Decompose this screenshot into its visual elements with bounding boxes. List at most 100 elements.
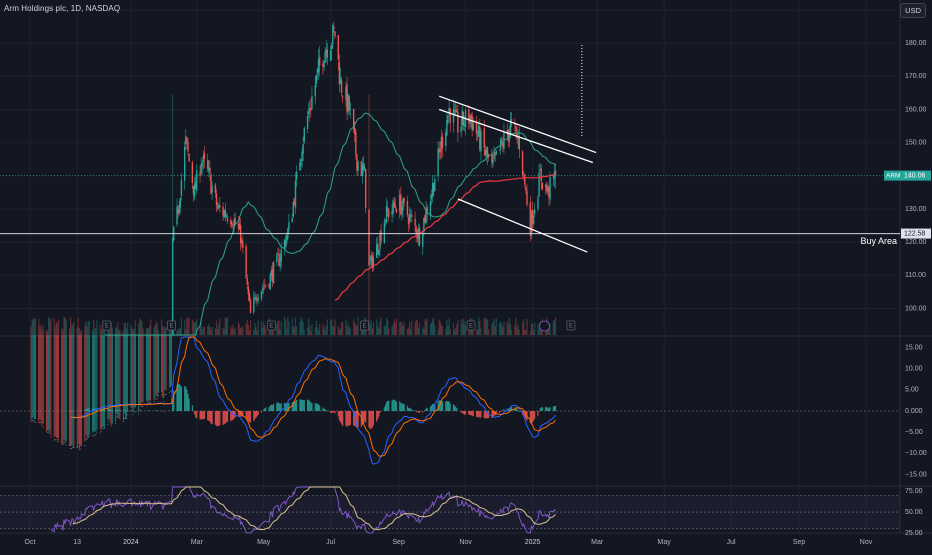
volume-bar	[277, 321, 278, 335]
macd-hist-bar	[158, 410, 159, 411]
volume-bar	[408, 328, 409, 335]
volume-bar	[322, 324, 323, 335]
candle-body	[319, 57, 320, 66]
volume-bar	[485, 319, 486, 335]
macd-hist-bar	[476, 411, 477, 417]
volume-bar	[32, 320, 33, 335]
candle-body	[95, 434, 96, 435]
macd-hist-bar	[222, 411, 223, 425]
macd-hist-bar	[555, 406, 556, 411]
volume-bar	[46, 330, 47, 335]
macd-hist-bar	[112, 410, 113, 411]
volume-bar	[240, 328, 241, 335]
candle-body	[254, 296, 255, 297]
candle-body	[119, 419, 120, 420]
macd-tick-label: 5.00	[905, 387, 919, 394]
earnings-marker-text: E	[363, 324, 367, 330]
macd-hist-bar	[201, 411, 202, 419]
candle-body	[169, 392, 170, 393]
candle-body	[187, 142, 188, 152]
volume-bar	[478, 317, 479, 335]
macd-hist-bar	[368, 411, 369, 428]
volume-bar	[292, 318, 293, 335]
candle-body	[281, 250, 282, 261]
volume-bar	[340, 328, 341, 335]
volume-bar	[226, 318, 227, 335]
volume-bar	[286, 329, 287, 335]
volume-bar	[331, 320, 332, 335]
macd-hist-bar	[345, 411, 346, 425]
candle-body	[73, 447, 74, 448]
macd-hist-bar	[542, 407, 543, 411]
macd-hist-bar	[533, 411, 534, 421]
macd-hist-bar	[296, 400, 297, 411]
volume-bar	[379, 321, 380, 335]
volume-bar	[316, 321, 317, 335]
candle-body	[250, 300, 251, 313]
macd-hist-bar	[450, 403, 451, 411]
volume-bar	[308, 318, 309, 335]
currency-button[interactable]: USD	[900, 3, 926, 18]
macd-hist-bar	[178, 384, 179, 411]
volume-bar	[235, 327, 236, 335]
volume-bar	[301, 319, 302, 335]
candle-body	[484, 128, 485, 148]
candle-body	[456, 110, 457, 112]
candle-body	[395, 205, 396, 208]
candle-body	[89, 436, 90, 437]
candle-body	[186, 138, 187, 141]
volume-bar	[262, 328, 263, 335]
candle-body	[40, 422, 41, 423]
candle-body	[219, 205, 220, 208]
volume-bar	[203, 327, 204, 335]
candle-body	[181, 180, 182, 196]
candle-body	[515, 127, 516, 132]
volume-bar	[73, 322, 74, 335]
macd-hist-bar	[422, 411, 423, 413]
macd-hist-bar	[409, 408, 410, 411]
volume-bar	[249, 331, 250, 335]
volume-bar	[400, 322, 401, 335]
candle-body	[248, 287, 249, 295]
macd-hist-bar	[346, 411, 347, 427]
volume-bar	[515, 318, 516, 335]
volume-bar	[261, 321, 262, 335]
candle-body	[533, 215, 534, 224]
volume-bar	[49, 319, 50, 335]
volume-bar	[80, 331, 81, 335]
candle-body	[138, 414, 139, 415]
volume-bar	[216, 321, 217, 335]
macd-hist-bar	[309, 401, 310, 411]
macd-hist-bar	[310, 402, 311, 411]
candle-body	[245, 246, 246, 278]
candle-body	[165, 394, 166, 395]
macd-hist-bar	[186, 390, 187, 411]
volume-bar	[501, 324, 502, 335]
volume-bar	[319, 324, 320, 335]
candle-body	[342, 96, 343, 97]
volume-bar	[212, 327, 213, 335]
volume-bar	[416, 320, 417, 335]
volume-bar	[350, 327, 351, 335]
candle-body	[35, 422, 36, 423]
macd-hist-bar	[116, 410, 117, 411]
volume-bar	[385, 326, 386, 335]
volume-bar	[40, 325, 41, 335]
price-tick-label: 180.00	[905, 40, 927, 47]
macd-hist-bar	[276, 403, 277, 411]
volume-bar	[372, 328, 373, 335]
candle-body	[127, 414, 128, 415]
volume-bar	[233, 329, 234, 335]
candle-body	[330, 50, 331, 60]
volume-bar	[88, 321, 89, 335]
candle-body	[117, 417, 118, 418]
volume-bar	[230, 326, 231, 335]
volume-bar	[54, 318, 55, 335]
time-tick-label: Mar	[591, 539, 604, 546]
candle-body	[331, 45, 332, 49]
macd-hist-bar	[254, 411, 255, 419]
candle-body	[211, 187, 212, 193]
candle-body	[338, 35, 339, 59]
